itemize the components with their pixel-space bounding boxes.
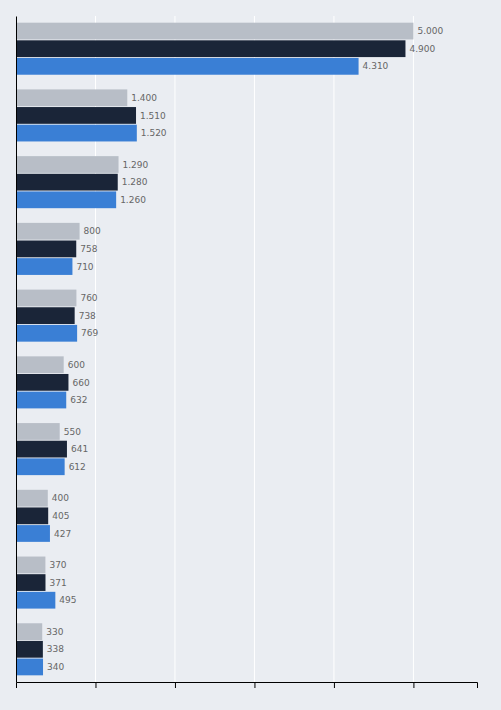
- data-label: 550: [64, 427, 81, 437]
- x-tick-mark: [334, 682, 335, 688]
- x-tick: [254, 682, 255, 688]
- bar: [16, 107, 136, 124]
- bar: [16, 58, 359, 75]
- data-label: 338: [47, 644, 64, 654]
- data-label: 5.000: [417, 26, 443, 36]
- bar: [16, 356, 64, 373]
- bar: [16, 374, 68, 391]
- x-axis: [17, 682, 478, 688]
- bar: [16, 174, 118, 191]
- data-label: 612: [69, 462, 86, 472]
- data-label: 738: [79, 311, 96, 321]
- bar: [16, 392, 66, 409]
- data-label: 4.310: [363, 61, 389, 71]
- bar: [16, 458, 65, 475]
- data-label: 1.400: [131, 93, 157, 103]
- y-axis-line: [16, 17, 17, 683]
- bar: [16, 490, 48, 507]
- grid: [95, 16, 413, 682]
- y-axis: [16, 17, 17, 683]
- data-label: 710: [76, 262, 93, 272]
- x-tick-mark: [413, 682, 414, 688]
- bar: [16, 623, 42, 640]
- data-label: 600: [68, 360, 85, 370]
- x-tick: [175, 682, 176, 688]
- bars: [16, 23, 413, 676]
- grid-line: [254, 16, 255, 682]
- bar: [16, 307, 75, 324]
- x-axis-line: [17, 683, 478, 689]
- bar: [16, 659, 43, 676]
- data-label: 405: [52, 511, 69, 521]
- data-label: 370: [49, 560, 66, 570]
- grid-line: [333, 16, 334, 682]
- x-tick-mark: [175, 682, 176, 688]
- data-label: 632: [70, 395, 87, 405]
- bar: [16, 258, 72, 275]
- data-label: 1.280: [122, 177, 148, 187]
- bar: [16, 525, 50, 542]
- bar: [16, 641, 43, 658]
- x-tick-mark: [254, 682, 255, 688]
- bar: [16, 89, 127, 106]
- data-label: 1.520: [141, 128, 167, 138]
- data-label: 340: [47, 662, 64, 672]
- bar: [16, 574, 45, 591]
- data-label: 495: [59, 595, 76, 605]
- bar: [16, 241, 76, 258]
- bar: [16, 23, 413, 40]
- bar: [16, 423, 60, 440]
- data-label: 760: [80, 293, 97, 303]
- x-tick: [95, 682, 96, 688]
- data-label: 758: [80, 244, 97, 254]
- grid-line: [174, 16, 175, 682]
- data-labels: 5.000 1.400 1.290 800 760 600 550 400 370 330 4.90…: [46, 26, 443, 672]
- bar: [16, 40, 405, 57]
- data-label: 769: [81, 328, 98, 338]
- bar: [16, 290, 76, 307]
- bar: [16, 592, 55, 609]
- data-label: 427: [54, 529, 71, 539]
- data-label: 400: [52, 493, 69, 503]
- data-label: 800: [84, 226, 101, 236]
- bar: [16, 441, 67, 458]
- plot: 5.000 1.400 1.290 800 760 600 550 400 370 330 4.90…: [16, 16, 478, 688]
- chart: 5.000 1.400 1.290 800 760 600 550 400 370 330 4.90…: [0, 0, 501, 710]
- data-label: 371: [49, 578, 66, 588]
- bar: [16, 125, 137, 142]
- bar: [16, 325, 77, 342]
- grid-line: [413, 16, 414, 682]
- bar: [16, 191, 116, 208]
- x-tick: [413, 682, 414, 688]
- data-label: 4.900: [409, 44, 435, 54]
- data-label: 641: [71, 444, 88, 454]
- bar: [16, 507, 48, 524]
- bar: [16, 156, 119, 173]
- bar: [16, 223, 80, 240]
- data-label: 1.510: [140, 111, 166, 121]
- x-tick: [334, 682, 335, 688]
- bar: [16, 557, 45, 574]
- data-label: 660: [72, 378, 89, 388]
- data-label: 1.290: [123, 160, 149, 170]
- data-label: 330: [46, 627, 63, 637]
- x-tick-mark: [95, 682, 96, 688]
- data-label: 1.260: [120, 195, 146, 205]
